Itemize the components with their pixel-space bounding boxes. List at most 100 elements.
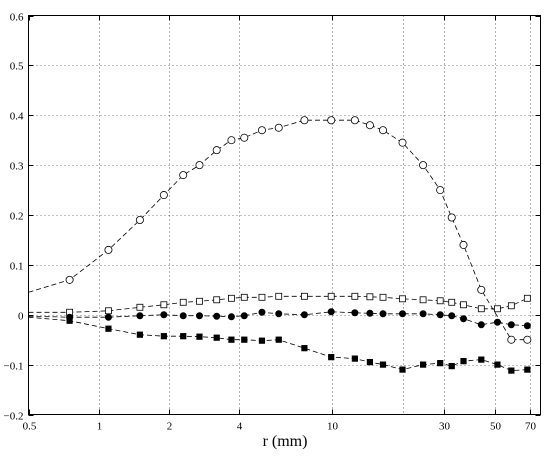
data-point-filled-square	[419, 361, 427, 368]
y-tick-label: −0.2	[4, 411, 24, 423]
data-point-filled-square	[379, 361, 387, 368]
data-point-filled-square	[437, 360, 444, 367]
x-axis-label: r (mm)	[263, 433, 308, 450]
grid-lines	[28, 15, 541, 415]
data-point-filled-square	[275, 336, 282, 343]
data-point-open-square	[105, 307, 112, 315]
data-point-filled-square	[328, 354, 335, 361]
data-point-open-square	[494, 305, 501, 313]
data-point-filled-square	[136, 331, 143, 338]
x-tick-label: 10	[327, 421, 339, 433]
data-point-open-circle	[179, 171, 188, 180]
data-point-filled-square	[448, 363, 455, 370]
data-point-open-square	[366, 293, 374, 301]
data-point-open-square	[419, 296, 427, 304]
data-point-open-square	[460, 301, 467, 309]
data-point-filled-circle	[351, 309, 359, 317]
data-point-open-square	[179, 298, 187, 306]
data-point-open-circle	[227, 136, 236, 145]
data-point-filled-circle	[136, 312, 144, 320]
data-point-open-square	[258, 293, 266, 301]
data-point-open-circle	[398, 138, 407, 147]
data-point-open-square	[196, 297, 203, 305]
data-point-filled-circle	[477, 321, 485, 329]
data-point-open-circle	[300, 116, 309, 125]
data-point-open-circle	[257, 126, 266, 135]
data-point-filled-circle	[179, 312, 187, 320]
series-open-circle	[28, 116, 532, 344]
data-point-open-square	[213, 296, 221, 304]
data-point-filled-square	[351, 355, 358, 362]
data-point-filled-circle	[448, 312, 456, 320]
data-point-open-circle	[159, 191, 168, 200]
data-point-filled-square	[399, 366, 406, 373]
data-point-filled-circle	[275, 310, 283, 318]
data-series	[28, 116, 532, 374]
data-point-open-square	[379, 293, 387, 301]
data-point-open-square	[136, 303, 144, 311]
data-point-open-circle	[195, 161, 204, 170]
data-point-open-circle	[379, 126, 388, 135]
data-point-filled-square	[460, 358, 467, 365]
data-point-filled-circle	[379, 310, 387, 318]
data-point-filled-square	[258, 337, 266, 344]
data-point-open-square	[351, 292, 359, 300]
data-point-filled-circle	[104, 313, 112, 321]
data-point-filled-square	[160, 333, 167, 340]
x-tick-label: 4	[237, 421, 243, 433]
data-point-filled-square	[301, 345, 308, 352]
data-point-open-square	[448, 298, 456, 306]
y-tick-label: 0	[18, 311, 24, 323]
y-tick-label: 0.4	[10, 111, 24, 123]
data-point-open-square	[327, 292, 335, 300]
data-point-filled-square	[180, 333, 187, 340]
data-point-filled-circle	[160, 311, 168, 319]
x-tick-label: 50	[490, 421, 502, 433]
data-point-filled-circle	[419, 310, 427, 318]
data-point-filled-square	[213, 334, 220, 341]
data-point-filled-circle	[227, 313, 235, 321]
data-point-open-square	[240, 293, 248, 301]
data-point-filled-circle	[327, 308, 335, 316]
data-point-open-circle	[350, 116, 359, 125]
data-point-filled-square	[241, 336, 248, 343]
data-point-filled-circle	[300, 311, 308, 319]
x-tick-label: 2	[167, 421, 173, 433]
data-point-filled-square	[366, 359, 374, 366]
axis-ticks: 0.5 1 2 4 10 30 50 70 −0.2 −0.1 0 0.1 0.2 0.3 0.4 0.5 0.…	[4, 12, 541, 433]
data-point-filled-circle	[366, 309, 374, 317]
data-point-filled-circle	[213, 312, 221, 320]
data-point-filled-square	[196, 333, 203, 340]
data-point-open-circle	[212, 146, 221, 155]
y-tick-label: 0.6	[10, 12, 24, 24]
data-point-filled-square	[66, 317, 73, 324]
data-point-open-square	[399, 295, 406, 303]
data-point-filled-circle	[258, 308, 266, 316]
data-point-open-square	[507, 302, 515, 310]
y-tick-label: 0.3	[10, 161, 24, 173]
data-point-open-circle	[135, 215, 144, 224]
x-tick-label: 70	[525, 421, 537, 433]
data-point-filled-circle	[195, 312, 203, 320]
x-tick-label: 30	[439, 421, 451, 433]
data-point-open-circle	[477, 285, 486, 294]
data-point-filled-square	[524, 366, 531, 373]
data-point-open-circle	[507, 335, 516, 344]
data-point-open-square	[275, 292, 283, 300]
series-filled-square	[28, 316, 531, 374]
data-point-open-square	[477, 305, 485, 313]
data-point-open-circle	[447, 213, 456, 222]
data-point-open-circle	[365, 121, 374, 130]
series-open-square	[28, 292, 531, 316]
data-point-filled-circle	[523, 322, 531, 330]
data-point-filled-square	[508, 367, 515, 374]
x-tick-label: 0.5	[23, 421, 37, 433]
data-point-open-circle	[65, 275, 74, 284]
series-filled-circle	[28, 308, 531, 330]
data-point-open-circle	[240, 133, 249, 142]
data-point-filled-square	[478, 356, 485, 363]
y-tick-label: −0.1	[4, 361, 24, 373]
y-tick-label: 0.5	[10, 61, 24, 73]
